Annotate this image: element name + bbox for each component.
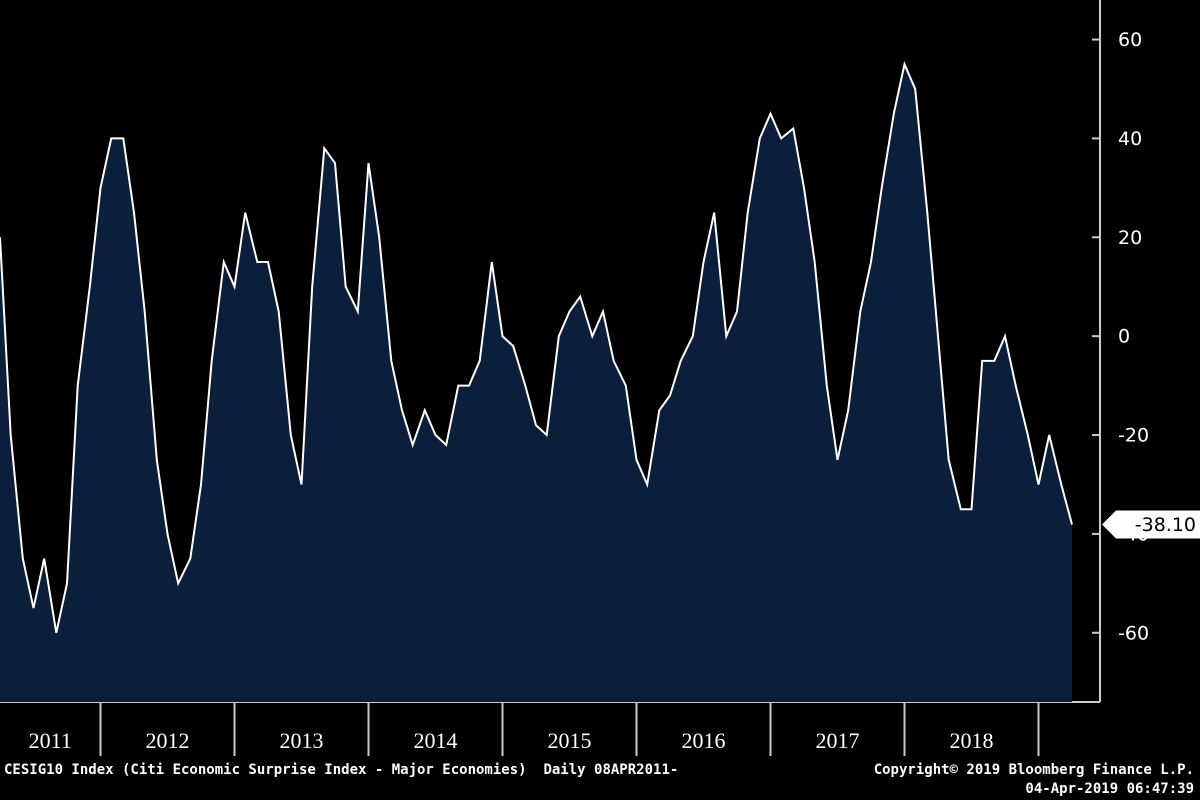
x-tick-label: 2012 — [146, 728, 190, 753]
footer-left: CESIG10 Index (Citi Economic Surprise In… — [4, 762, 678, 778]
y-tick-label: -60 — [1118, 622, 1149, 644]
footer-right: Copyright© 2019 Bloomberg Finance L.P. — [874, 762, 1194, 778]
y-tick-label: 40 — [1118, 128, 1142, 150]
footer-right: 04-Apr-2019 06:47:39 — [1025, 781, 1194, 797]
x-tick-label: 2018 — [950, 728, 994, 753]
last-value-label: -38.10 — [1135, 514, 1196, 536]
line — [0, 61, 1073, 634]
y-tick-label: -20 — [1118, 425, 1149, 447]
area — [0, 64, 1072, 703]
x-tick-label: 2017 — [816, 728, 860, 753]
x-tick-label: 2015 — [548, 728, 592, 753]
y-tick-label: 20 — [1118, 227, 1142, 249]
y-tick-label: 60 — [1118, 29, 1142, 51]
last-value-tag — [1102, 510, 1200, 539]
y-tick-label: 0 — [1118, 326, 1130, 348]
x-tick-label: 2011 — [29, 728, 72, 753]
x-tick-label: 2013 — [280, 728, 324, 753]
x-tick-label: 2014 — [414, 728, 458, 753]
x-tick-label: 2016 — [682, 728, 726, 753]
